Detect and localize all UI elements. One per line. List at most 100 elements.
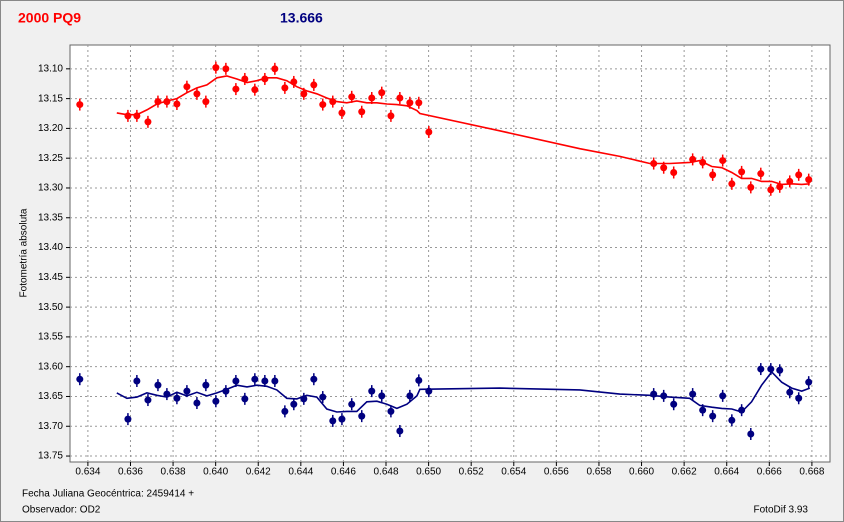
- x-tick-label: 0.656: [544, 467, 569, 478]
- data-point: [368, 387, 376, 395]
- data-point: [124, 112, 132, 120]
- x-tick-label: 0.646: [331, 467, 356, 478]
- y-axis-label: Fotometría absoluta: [19, 208, 30, 297]
- data-point: [232, 377, 240, 385]
- data-point: [271, 377, 279, 385]
- data-point: [144, 396, 152, 404]
- data-point: [144, 118, 152, 126]
- data-point: [183, 83, 191, 91]
- data-point: [348, 93, 356, 101]
- data-point: [757, 170, 765, 178]
- smoothed-line: [116, 75, 810, 186]
- data-point: [670, 400, 678, 408]
- x-tick-label: 0.648: [373, 467, 398, 478]
- y-tick-label: 13.55: [38, 332, 63, 343]
- data-point: [222, 65, 230, 73]
- data-point: [805, 378, 813, 386]
- data-point: [786, 388, 794, 396]
- x-tick-label: 0.650: [416, 467, 441, 478]
- y-tick-label: 13.65: [38, 391, 63, 402]
- data-point: [767, 186, 775, 194]
- data-point: [660, 164, 668, 172]
- data-point: [271, 65, 279, 73]
- data-point: [747, 430, 755, 438]
- data-point: [699, 406, 707, 414]
- x-tick-label: 0.658: [586, 467, 611, 478]
- data-point: [251, 86, 259, 94]
- data-point: [241, 395, 249, 403]
- x-tick-label: 0.664: [714, 467, 739, 478]
- data-point: [154, 381, 162, 389]
- x-axis-label: Fecha Juliana Geocéntrica: 2459414 +: [22, 489, 194, 500]
- data-point: [358, 108, 366, 116]
- data-point: [251, 375, 259, 383]
- data-point: [212, 64, 220, 72]
- data-point: [202, 381, 210, 389]
- data-point: [396, 94, 404, 102]
- y-tick-label: 13.30: [38, 183, 63, 194]
- data-point: [348, 400, 356, 408]
- x-tick-label: 0.668: [799, 467, 824, 478]
- data-point: [415, 376, 423, 384]
- data-point: [747, 183, 755, 191]
- data-point: [319, 393, 327, 401]
- x-tick-label: 0.644: [288, 467, 313, 478]
- y-tick-label: 13.10: [38, 63, 63, 74]
- data-point: [719, 157, 727, 165]
- y-tick-label: 13.75: [38, 451, 63, 462]
- chart-subtitle: 13.666: [280, 10, 323, 26]
- y-tick-label: 13.40: [38, 242, 63, 253]
- data-point: [338, 415, 346, 423]
- data-point: [338, 109, 346, 117]
- x-tick-label: 0.640: [203, 467, 228, 478]
- data-point: [183, 387, 191, 395]
- y-tick-label: 13.60: [38, 361, 63, 372]
- data-point: [719, 392, 727, 400]
- data-point: [795, 394, 803, 402]
- plot-area: [69, 44, 831, 463]
- data-point: [193, 399, 201, 407]
- data-point: [406, 99, 414, 107]
- data-point: [281, 407, 289, 415]
- data-point: [378, 89, 386, 97]
- data-point: [805, 176, 813, 184]
- data-point: [406, 392, 414, 400]
- data-point: [310, 375, 318, 383]
- x-tick-label: 0.642: [246, 467, 271, 478]
- data-point: [290, 400, 298, 408]
- data-point: [76, 375, 84, 383]
- data-point: [415, 99, 423, 107]
- data-point: [319, 101, 327, 109]
- x-tick-label: 0.662: [672, 467, 697, 478]
- y-tick-label: 13.35: [38, 212, 63, 223]
- smoothed-line: [116, 370, 811, 413]
- data-point: [281, 84, 289, 92]
- data-point: [709, 412, 717, 420]
- x-tick-label: 0.636: [118, 467, 143, 478]
- data-point: [387, 407, 395, 415]
- data-point: [767, 365, 775, 373]
- data-point: [124, 415, 132, 423]
- data-point: [212, 397, 220, 405]
- data-point: [738, 168, 746, 176]
- data-point: [368, 94, 376, 102]
- y-tick-label: 13.45: [38, 272, 63, 283]
- x-tick-label: 0.638: [161, 467, 186, 478]
- data-point: [358, 412, 366, 420]
- data-point: [261, 377, 269, 385]
- data-point: [76, 101, 84, 109]
- x-tick-label: 0.666: [757, 467, 782, 478]
- data-point: [173, 100, 181, 108]
- y-tick-label: 13.50: [38, 302, 63, 313]
- y-tick-label: 13.20: [38, 123, 63, 134]
- data-point: [310, 81, 318, 89]
- data-point: [387, 112, 395, 120]
- x-tick-label: 0.634: [75, 467, 100, 478]
- data-point: [776, 366, 784, 374]
- y-tick-label: 13.15: [38, 93, 63, 104]
- data-point: [202, 98, 210, 106]
- data-point: [670, 168, 678, 176]
- data-point: [232, 85, 240, 93]
- data-point: [728, 180, 736, 188]
